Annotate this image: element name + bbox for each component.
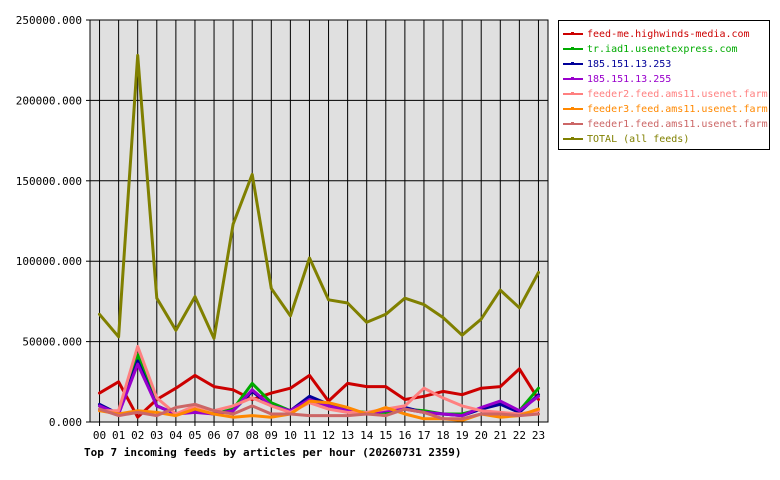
x-tick-label: 17	[417, 429, 430, 442]
legend-item: 185.151.13.255	[563, 72, 671, 86]
x-tick-label: 18	[436, 429, 449, 442]
x-tick-label: 12	[322, 429, 335, 442]
legend-label: 185.151.13.255	[587, 73, 672, 85]
x-tick-label: 03	[150, 429, 163, 442]
legend-label: feeder3.feed.ams11.usenet.farm	[587, 103, 768, 115]
legend-item: tr.iad1.usenetexpress.com	[563, 42, 738, 56]
legend-label: TOTAL (all feeds)	[587, 133, 690, 145]
x-tick-label: 01	[112, 429, 125, 442]
x-tick-label: 04	[169, 429, 183, 442]
legend-swatch	[563, 77, 583, 80]
series-line-feed-me-highwinds-media-com	[98, 367, 540, 419]
x-tick-label: 23	[532, 429, 545, 442]
legend-item: 185.151.13.253	[563, 57, 671, 71]
legend-item: feeder2.feed.ams11.usenet.farm	[563, 87, 768, 101]
legend-swatch	[563, 32, 583, 35]
x-tick-label: 08	[246, 429, 259, 442]
legend-swatch	[563, 92, 583, 95]
y-tick-label: 0.000	[49, 416, 82, 429]
legend-label: 185.151.13.253	[587, 58, 672, 70]
x-tick-label: 19	[456, 429, 469, 442]
x-tick-label: 05	[188, 429, 201, 442]
legend-label: feeder1.feed.ams11.usenet.farm	[587, 118, 768, 130]
y-tick-label: 200000.000	[16, 94, 82, 107]
y-tick-label: 100000.000	[16, 255, 82, 268]
x-tick-label: 09	[265, 429, 278, 442]
x-tick-label: 13	[341, 429, 354, 442]
legend-label: feed-me.highwinds-media.com	[587, 28, 750, 40]
x-tick-label: 22	[513, 429, 526, 442]
y-tick-label: 250000.000	[16, 14, 82, 27]
legend-swatch	[563, 122, 583, 125]
x-tick-label: 11	[303, 429, 316, 442]
legend-swatch	[563, 47, 583, 50]
legend-item: feed-me.highwinds-media.com	[563, 27, 750, 41]
legend-label: feeder2.feed.ams11.usenet.farm	[587, 88, 768, 100]
x-tick-label: 21	[494, 429, 507, 442]
legend-item: feeder1.feed.ams11.usenet.farm	[563, 117, 768, 131]
legend-swatch	[563, 62, 583, 65]
x-tick-label: 00	[93, 429, 106, 442]
x-tick-label: 10	[284, 429, 297, 442]
y-tick-label: 50000.000	[22, 336, 82, 349]
legend-swatch	[563, 107, 583, 110]
series-line-total-all-feeds-	[98, 53, 540, 340]
x-tick-label: 14	[360, 429, 374, 442]
legend-label: tr.iad1.usenetexpress.com	[587, 43, 738, 55]
x-tick-label: 02	[131, 429, 144, 442]
plot-frame	[89, 19, 549, 423]
legend-item: feeder3.feed.ams11.usenet.farm	[563, 102, 768, 116]
x-tick-label: 07	[227, 429, 240, 442]
plot-area	[89, 19, 549, 423]
x-tick-label: 15	[379, 429, 392, 442]
series-line-feeder2-feed-ams11-usenet-farm	[98, 344, 540, 416]
legend-item: TOTAL (all feeds)	[563, 132, 689, 146]
y-tick-label: 150000.000	[16, 175, 82, 188]
x-tick-label: 06	[207, 429, 220, 442]
x-tick-label: 20	[475, 429, 488, 442]
legend: feed-me.highwinds-media.com tr.iad1.usene…	[558, 20, 770, 150]
series-line-feeder1-feed-ams11-usenet-farm	[98, 402, 540, 421]
x-tick-label: 16	[398, 429, 411, 442]
legend-swatch	[563, 137, 583, 140]
chart-title: Top 7 incoming feeds by articles per hou…	[84, 446, 462, 459]
